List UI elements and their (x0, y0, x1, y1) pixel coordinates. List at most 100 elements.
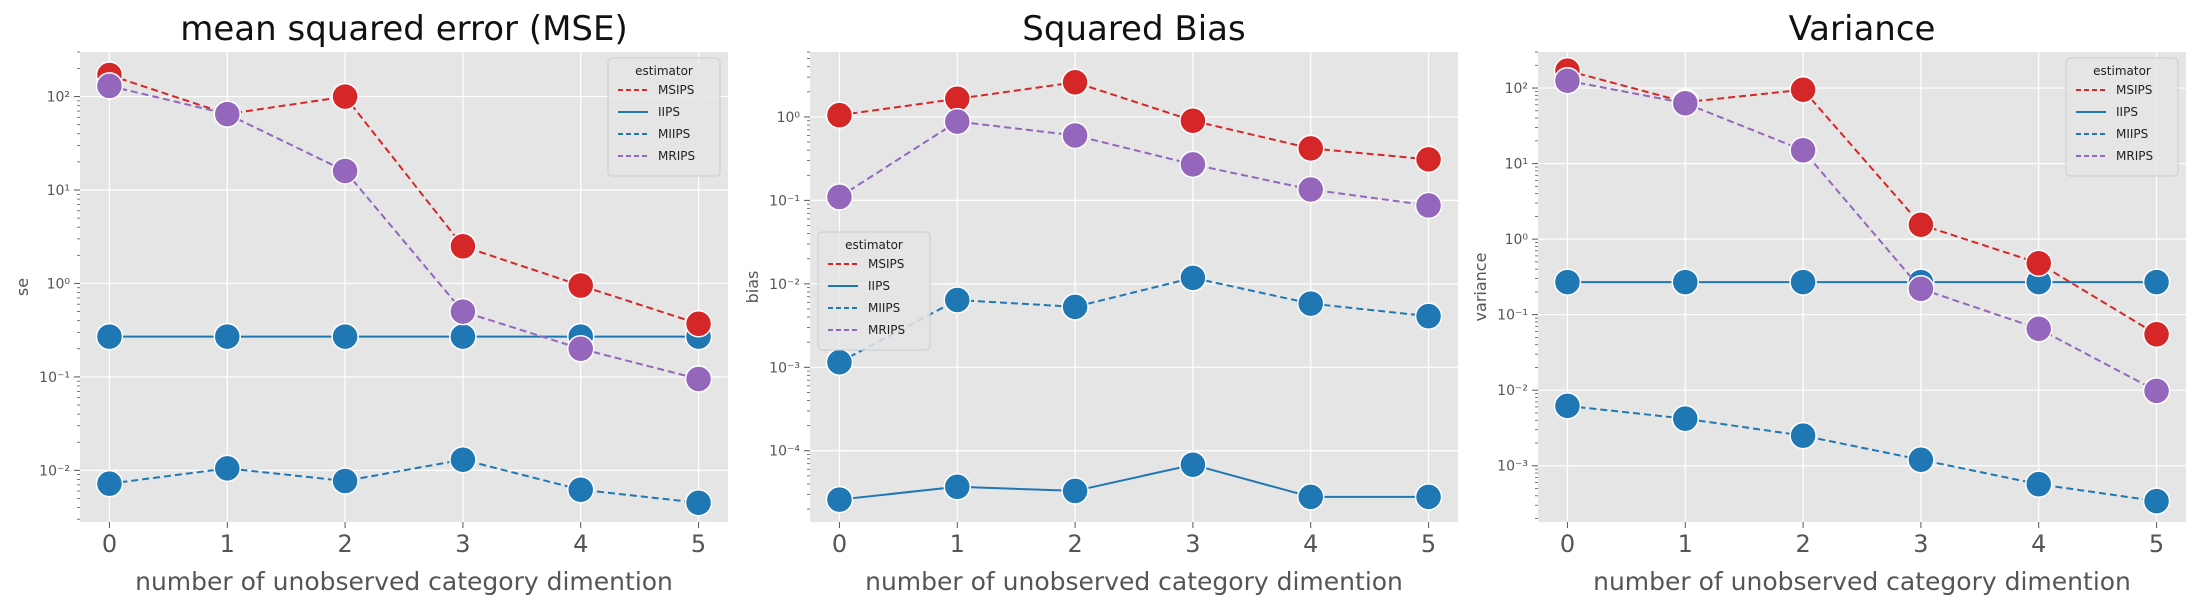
data-point-miips (684, 488, 713, 517)
x-tick-label: 3 (1913, 530, 1928, 558)
y-tick-label: 10⁰ (47, 276, 71, 292)
data-point-mrips (943, 107, 972, 136)
series-line-iips (839, 463, 1429, 501)
series-mrips (1553, 66, 2171, 405)
legend-label-mrips: MRIPS (658, 149, 695, 163)
data-point-mrips (1671, 89, 1700, 117)
series-iips (1553, 268, 2171, 296)
y-tick-label: 10¹ (47, 183, 70, 199)
x-tick-label: 1 (220, 530, 235, 558)
data-point-iips (331, 322, 359, 351)
data-point-miips (1296, 289, 1325, 318)
data-point-iips (95, 322, 124, 351)
y-tick-label: 10⁻¹ (39, 370, 70, 386)
legend-label-miips: MIIPS (2116, 127, 2148, 141)
x-tick-label: 1 (950, 530, 965, 558)
data-point-mrips (1296, 175, 1325, 204)
data-point-msips (1179, 107, 1207, 135)
legend-box (2065, 57, 2179, 177)
x-tick-label: 3 (455, 530, 470, 558)
x-tick-label: 0 (1560, 530, 1575, 558)
data-point-miips (566, 475, 595, 504)
data-point-mrips (95, 72, 124, 100)
y-tick-label: 10¹ (1505, 157, 1528, 173)
y-tick-label: 10⁻³ (769, 360, 800, 376)
y-tick-label: 10⁻³ (1497, 459, 1528, 475)
x-axis-label: number of unobserved category dimention (865, 567, 1403, 596)
data-point-iips (1553, 268, 1582, 296)
chart-title: mean squared error (MSE) (180, 9, 628, 49)
y-axis-label: variance (1471, 253, 1490, 322)
y-tick-label: 10² (1505, 81, 1528, 97)
legend-label-msips: MSIPS (658, 83, 694, 97)
series-line-msips (1567, 69, 2158, 336)
series-line-mrips (109, 84, 699, 380)
legend-label-mrips: MRIPS (2116, 149, 2153, 163)
x-tick-label: 4 (1303, 530, 1318, 558)
legend-label-msips: MSIPS (868, 257, 904, 271)
data-point-iips (1789, 268, 1817, 296)
series-mrips (95, 72, 713, 393)
x-axis-label: number of unobserved category dimention (135, 567, 673, 596)
series-line-mrips (1567, 79, 2158, 392)
legend-title: estimator (2093, 64, 2151, 78)
y-tick-label: 10⁻² (39, 463, 70, 479)
data-point-msips (2024, 249, 2053, 277)
y-tick-label: 10⁻⁴ (769, 444, 800, 460)
series-line-miips (838, 276, 1429, 364)
x-axis-label: number of unobserved category dimention (1593, 567, 2131, 596)
data-point-mrips (2142, 377, 2171, 405)
chart-2: 10⁻³ 10⁻² 10⁻¹ 10⁰ 10¹ 10² 0 1 2 3 4 5 Variance numbe… (1471, 9, 2186, 596)
x-tick-label: 2 (337, 530, 352, 558)
series-miips (825, 264, 1443, 376)
legend-title: estimator (635, 64, 693, 78)
data-point-mrips (1414, 191, 1443, 220)
data-point-msips (331, 82, 359, 111)
data-point-mrips (2024, 315, 2053, 343)
series-miips (1553, 392, 2171, 515)
data-point-miips (1789, 421, 1817, 450)
data-point-miips (2142, 487, 2171, 515)
legend-label-iips: IIPS (868, 279, 890, 293)
data-point-mrips (1907, 275, 1935, 303)
legend: estimator MSIPS IIPS MIIPS MRIPS (817, 231, 931, 351)
data-point-msips (825, 101, 854, 129)
data-point-mrips (566, 335, 595, 363)
data-point-miips (1179, 264, 1207, 292)
legend: estimator MSIPS IIPS MIIPS MRIPS (2065, 57, 2179, 177)
legend-label-miips: MIIPS (658, 127, 690, 141)
data-point-mrips (1179, 150, 1207, 179)
legend-label-msips: MSIPS (2116, 83, 2152, 97)
legend-box (607, 57, 721, 177)
data-point-msips (566, 271, 595, 300)
y-tick-label: 10⁻¹ (769, 193, 800, 209)
y-tick-label: 10⁰ (1505, 232, 1529, 248)
series-line-miips (109, 458, 699, 504)
legend-label-iips: IIPS (658, 105, 680, 119)
data-point-msips (449, 232, 477, 261)
y-axis-label: bias (743, 271, 762, 304)
data-point-mrips (1553, 66, 1582, 95)
data-point-iips (1414, 483, 1443, 511)
minor-ticks (1535, 51, 1538, 519)
chart-title: Variance (1789, 9, 1936, 49)
x-tick-label: 2 (1795, 530, 1810, 558)
x-tick-label: 4 (573, 530, 588, 558)
minor-ticks (807, 51, 810, 510)
data-point-msips (1907, 210, 1935, 239)
data-point-miips (1907, 446, 1935, 474)
legend-label-mrips: MRIPS (868, 323, 905, 337)
data-point-miips (2024, 470, 2053, 498)
data-point-miips (943, 286, 972, 314)
data-point-mrips (684, 365, 713, 393)
data-point-miips (1061, 293, 1089, 321)
data-point-iips (1061, 477, 1089, 505)
data-point-msips (2142, 320, 2171, 349)
y-tick-label: 10⁻² (769, 277, 800, 293)
data-point-miips (449, 445, 477, 474)
data-point-iips (449, 322, 477, 351)
legend: estimator MSIPS IIPS MIIPS MRIPS (607, 57, 721, 177)
data-point-miips (825, 348, 854, 376)
series-line-msips (839, 81, 1429, 161)
